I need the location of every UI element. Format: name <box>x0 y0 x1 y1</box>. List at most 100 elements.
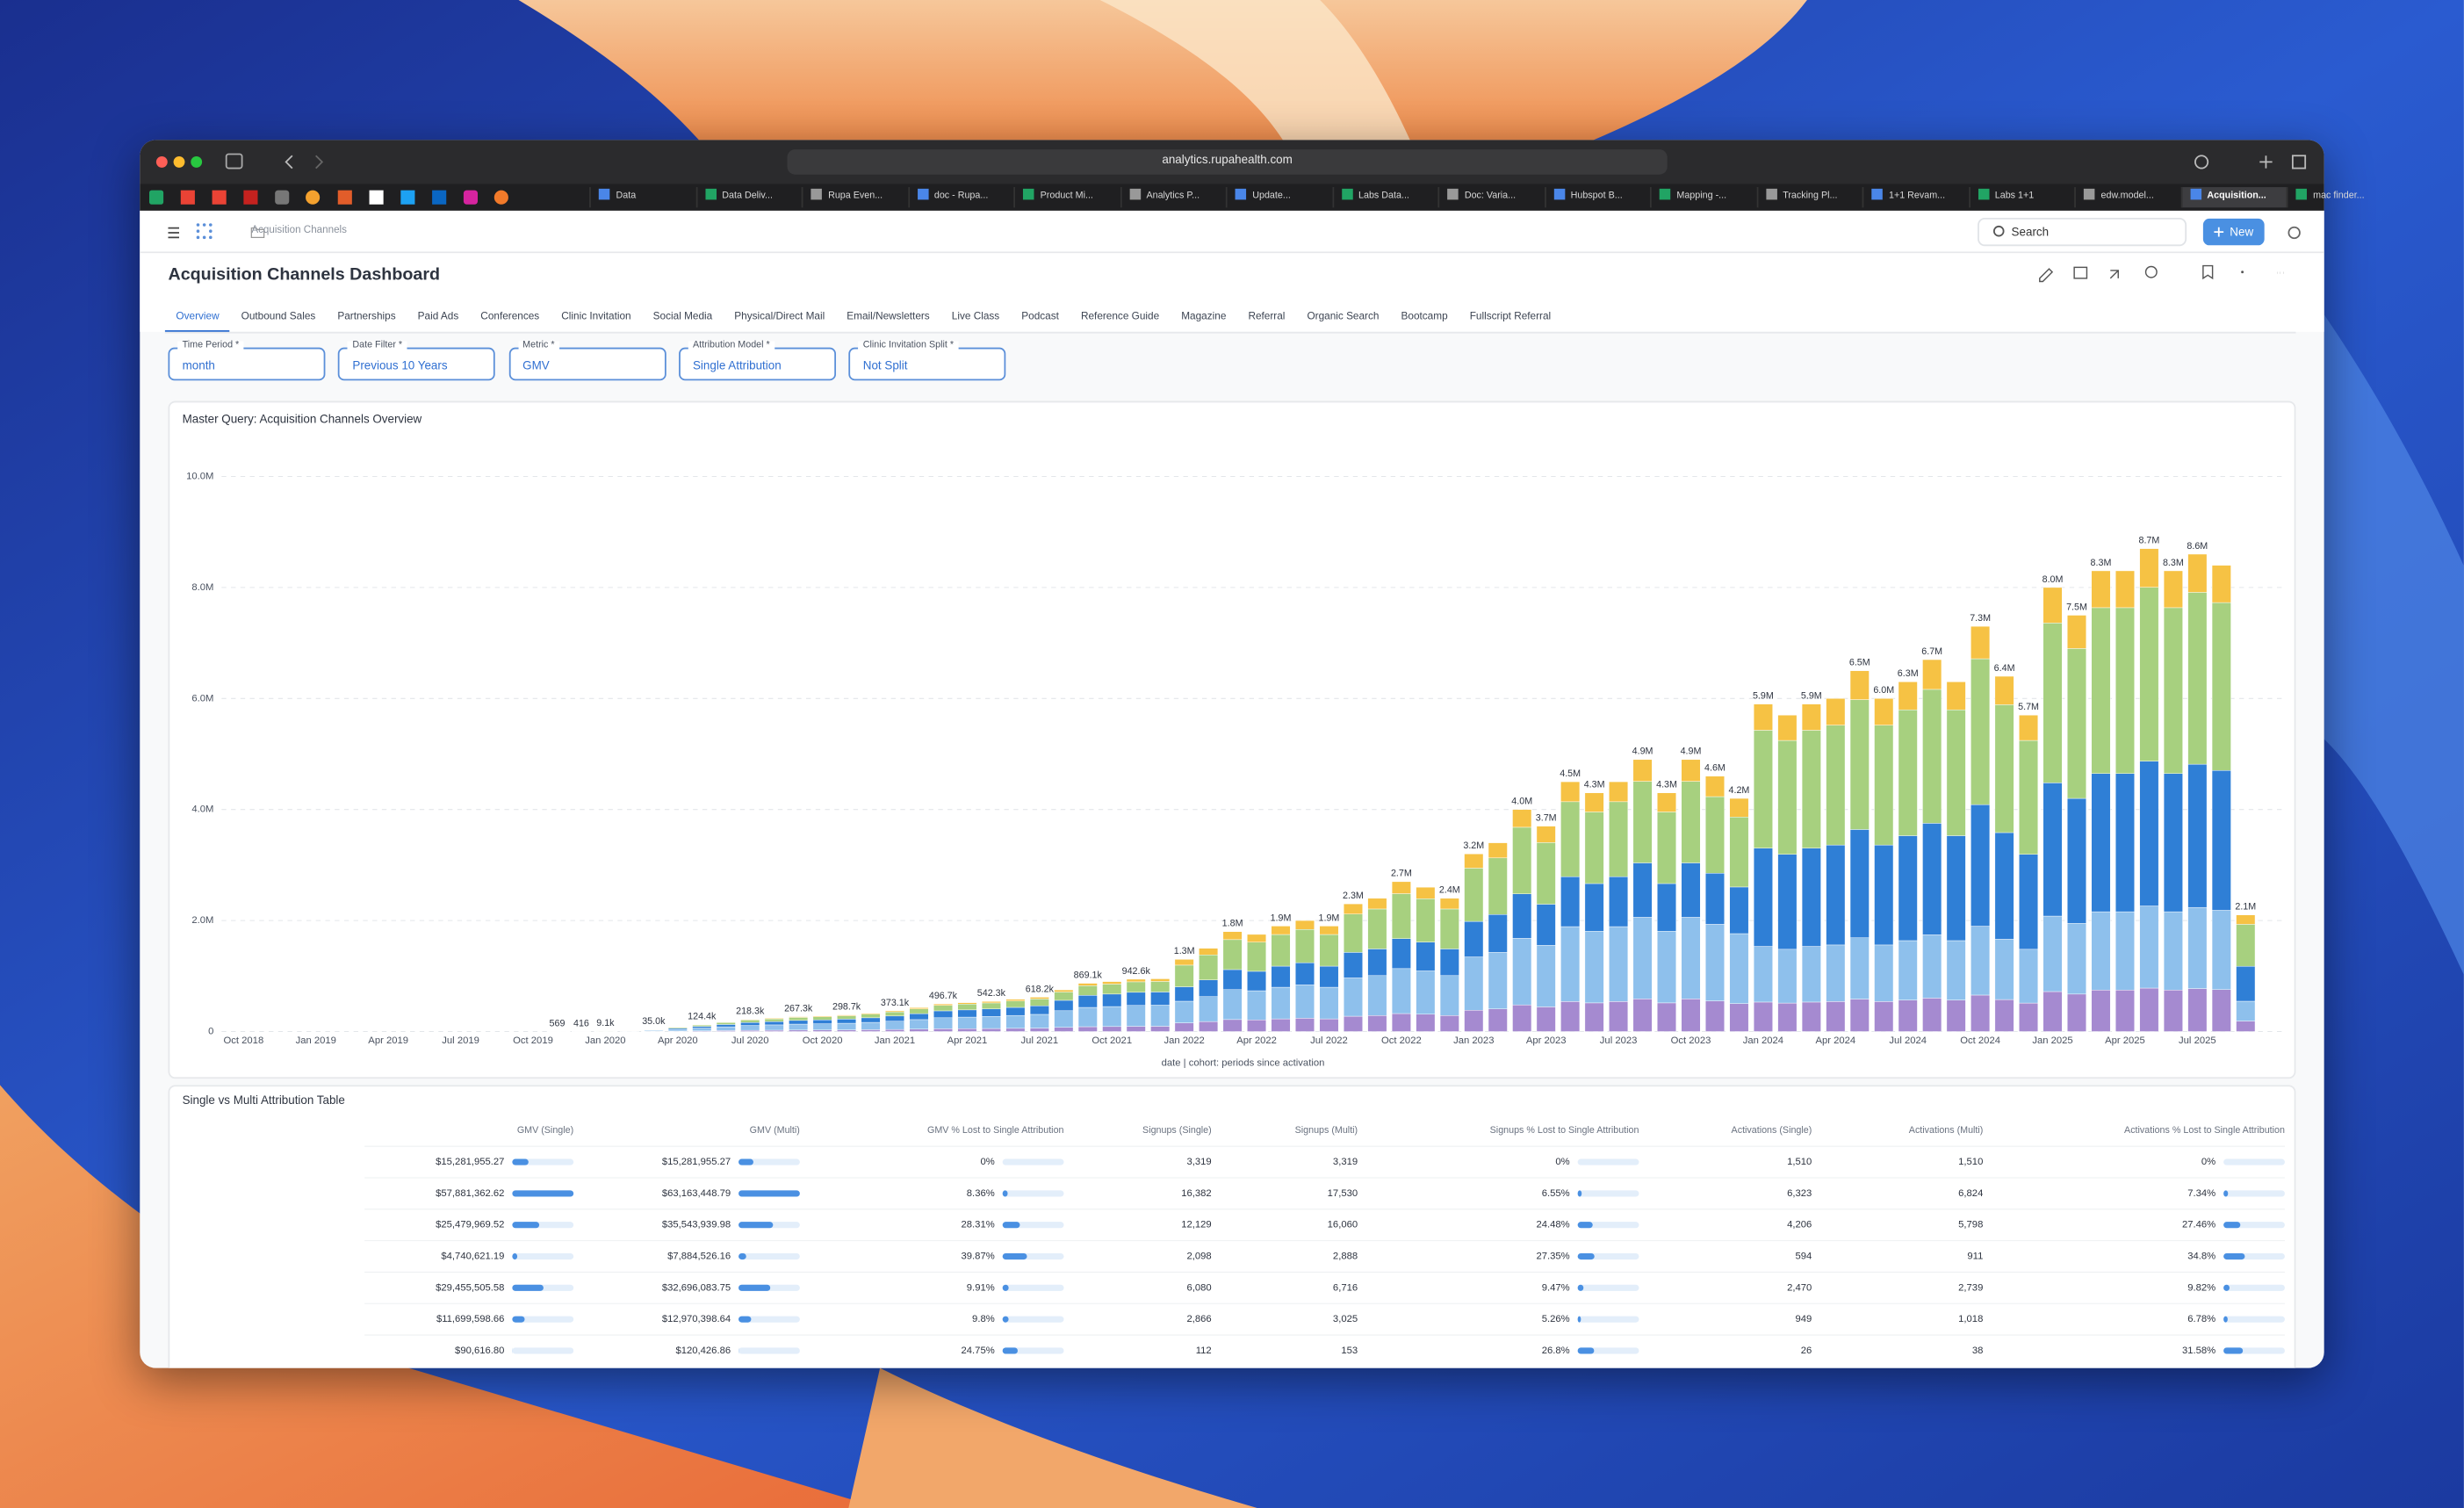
dashboard-tab[interactable]: Conferences <box>480 311 540 323</box>
cell: 9.47% <box>1542 1282 1570 1293</box>
dashboard-tab[interactable]: Email/Newsletters <box>847 311 930 323</box>
total-label: 4.5M <box>1560 768 1581 779</box>
bar-segment <box>1054 1027 1074 1032</box>
bar-segment <box>1922 998 1942 1032</box>
browser-tab[interactable]: doc - Rupa... <box>907 187 1012 208</box>
total-label: 298.7k <box>832 1001 861 1012</box>
bar-segment <box>1054 999 1074 1012</box>
browser-tab[interactable]: edw.model... <box>2074 187 2179 208</box>
browser-tab[interactable]: Product Mi... <box>1013 187 1119 208</box>
search[interactable]: Search <box>2011 225 2050 240</box>
browser-tab[interactable]: Doc: Varia... <box>1437 187 1543 208</box>
total-label: 5.7M <box>2018 702 2039 712</box>
cell: 24.75% <box>962 1346 995 1356</box>
browser-tab[interactable]: Labs 1+1 <box>1968 187 2073 208</box>
filter[interactable]: Clinic Invitation Split * Not Split <box>848 341 1006 381</box>
dashboard-tab[interactable]: Podcast <box>1021 311 1059 323</box>
dashboard-tab[interactable]: Partnerships <box>337 311 396 323</box>
dashboard-tab[interactable]: Paid Ads <box>417 311 459 323</box>
bar-segment <box>1199 996 1219 1022</box>
bar-segment <box>1994 939 2014 1000</box>
tab-title: Labs 1+1 <box>1994 191 2035 202</box>
bar-segment <box>1512 938 1532 1006</box>
dashboard-tab[interactable]: Physical/Direct Mail <box>734 311 825 323</box>
filter[interactable]: Attribution Model * Single Attribution <box>678 341 836 381</box>
browser-tab[interactable]: Data <box>589 187 695 208</box>
bar-segment <box>1367 975 1387 1016</box>
dashboard-tab[interactable]: Social Media <box>652 311 713 323</box>
y-tick-label: 8.0M <box>191 582 213 593</box>
mini-bar <box>738 1284 771 1291</box>
dashboard-tab[interactable]: Magazine <box>1181 311 1227 323</box>
cell: 2,888 <box>1333 1252 1358 1262</box>
browser-tab[interactable]: Tracking Pl... <box>1755 187 1862 208</box>
cell: 6,824 <box>1958 1188 1983 1199</box>
total-label: 4.2M <box>1729 785 1750 796</box>
dashboard-title: Acquisition Channels Dashboard <box>168 265 441 285</box>
dashboard-tab[interactable]: Clinic Invitation <box>561 311 631 323</box>
bar-segment <box>2019 1002 2039 1032</box>
mini-bar <box>738 1222 774 1229</box>
total-label: 8.6M <box>2187 541 2208 552</box>
browser-tab[interactable]: mac finder... <box>2286 187 2392 208</box>
filter[interactable]: Metric * GMV <box>508 341 666 381</box>
tab-title: doc - Rupa... <box>933 191 989 202</box>
dashboard-tab[interactable]: Reference Guide <box>1080 311 1160 323</box>
cell: 0% <box>980 1157 994 1167</box>
filter[interactable]: Time Period * month <box>168 341 326 381</box>
dashboard-tab[interactable]: Fullscript Referral <box>1469 311 1552 323</box>
dashboard-tab[interactable]: Outbound Sales <box>241 311 316 323</box>
browser-tab[interactable]: Labs Data... <box>1331 187 1437 208</box>
x-tick-label: Jul 2023 <box>1600 1035 1638 1046</box>
browser-tab[interactable]: Hubspot B... <box>1544 187 1649 208</box>
dashboard-tab[interactable]: Organic Search <box>1307 311 1380 323</box>
bar-segment <box>2187 553 2208 593</box>
total-label: 3.7M <box>1536 813 1557 824</box>
dashboard-tab[interactable]: Bootcamp <box>1401 311 1448 323</box>
dashboard-tab[interactable]: Live Class <box>951 311 1000 323</box>
x-tick-label: Apr 2020 <box>658 1035 698 1046</box>
column-header[interactable]: GMV (Single) <box>517 1125 573 1136</box>
new-button[interactable]: New <box>2230 225 2254 240</box>
column-header[interactable]: Activations (Single) <box>1732 1125 1812 1136</box>
dashboard-tab[interactable]: Referral <box>1248 311 1286 323</box>
url[interactable]: analytics.rupahealth.com <box>1162 152 1293 167</box>
browser-tab[interactable]: Update... <box>1225 187 1331 208</box>
dashboard-tab[interactable]: Overview <box>164 311 231 332</box>
filter-label: Time Period * <box>177 341 244 351</box>
browser-toolbar <box>140 140 2324 184</box>
bar-segment <box>1729 817 1749 888</box>
mini-bar <box>1002 1316 1009 1323</box>
browser-tab[interactable]: 1+1 Revam... <box>1862 187 1968 208</box>
column-header[interactable]: Activations (Multi) <box>1909 1125 1984 1136</box>
bar-segment <box>837 1029 857 1032</box>
bar-segment <box>1295 962 1315 985</box>
bar-segment <box>1488 914 1508 953</box>
bar-segment <box>2187 763 2208 908</box>
browser-tab[interactable]: Mapping -... <box>1649 187 1755 208</box>
bar-segment <box>1102 984 1122 995</box>
column-header[interactable]: Signups (Single) <box>1142 1125 1212 1136</box>
tab-title: Tracking Pl... <box>1783 191 1838 202</box>
cell: 2,098 <box>1187 1252 1212 1262</box>
mini-bar <box>512 1284 544 1291</box>
browser-tab[interactable]: Acquisition... <box>2179 187 2286 208</box>
bar-track <box>1577 1222 1639 1229</box>
column-header[interactable]: Activations % Lost to Single Attribution <box>2124 1125 2285 1136</box>
bar-segment <box>1632 759 1653 782</box>
total-label: 1.3M <box>1174 946 1195 956</box>
filter-label: Clinic Invitation Split * <box>858 341 959 351</box>
filter[interactable]: Date Filter * Previous 10 Years <box>338 341 496 381</box>
browser-tab[interactable]: Data Deliv... <box>695 187 801 208</box>
bar-segment <box>764 1029 784 1032</box>
bar-segment <box>909 1028 929 1032</box>
column-header[interactable]: Signups % Lost to Single Attribution <box>1490 1125 1639 1136</box>
column-header[interactable]: Signups (Multi) <box>1295 1125 1358 1136</box>
column-header[interactable]: GMV (Multi) <box>750 1125 800 1136</box>
breadcrumb[interactable]: Acquisition Channels <box>251 225 347 236</box>
total-label: 4.3M <box>1584 780 1605 790</box>
browser-tab[interactable]: Analytics P... <box>1120 187 1225 208</box>
browser-tab[interactable]: Rupa Even... <box>801 187 907 208</box>
column-header[interactable]: GMV % Lost to Single Attribution <box>927 1125 1063 1136</box>
